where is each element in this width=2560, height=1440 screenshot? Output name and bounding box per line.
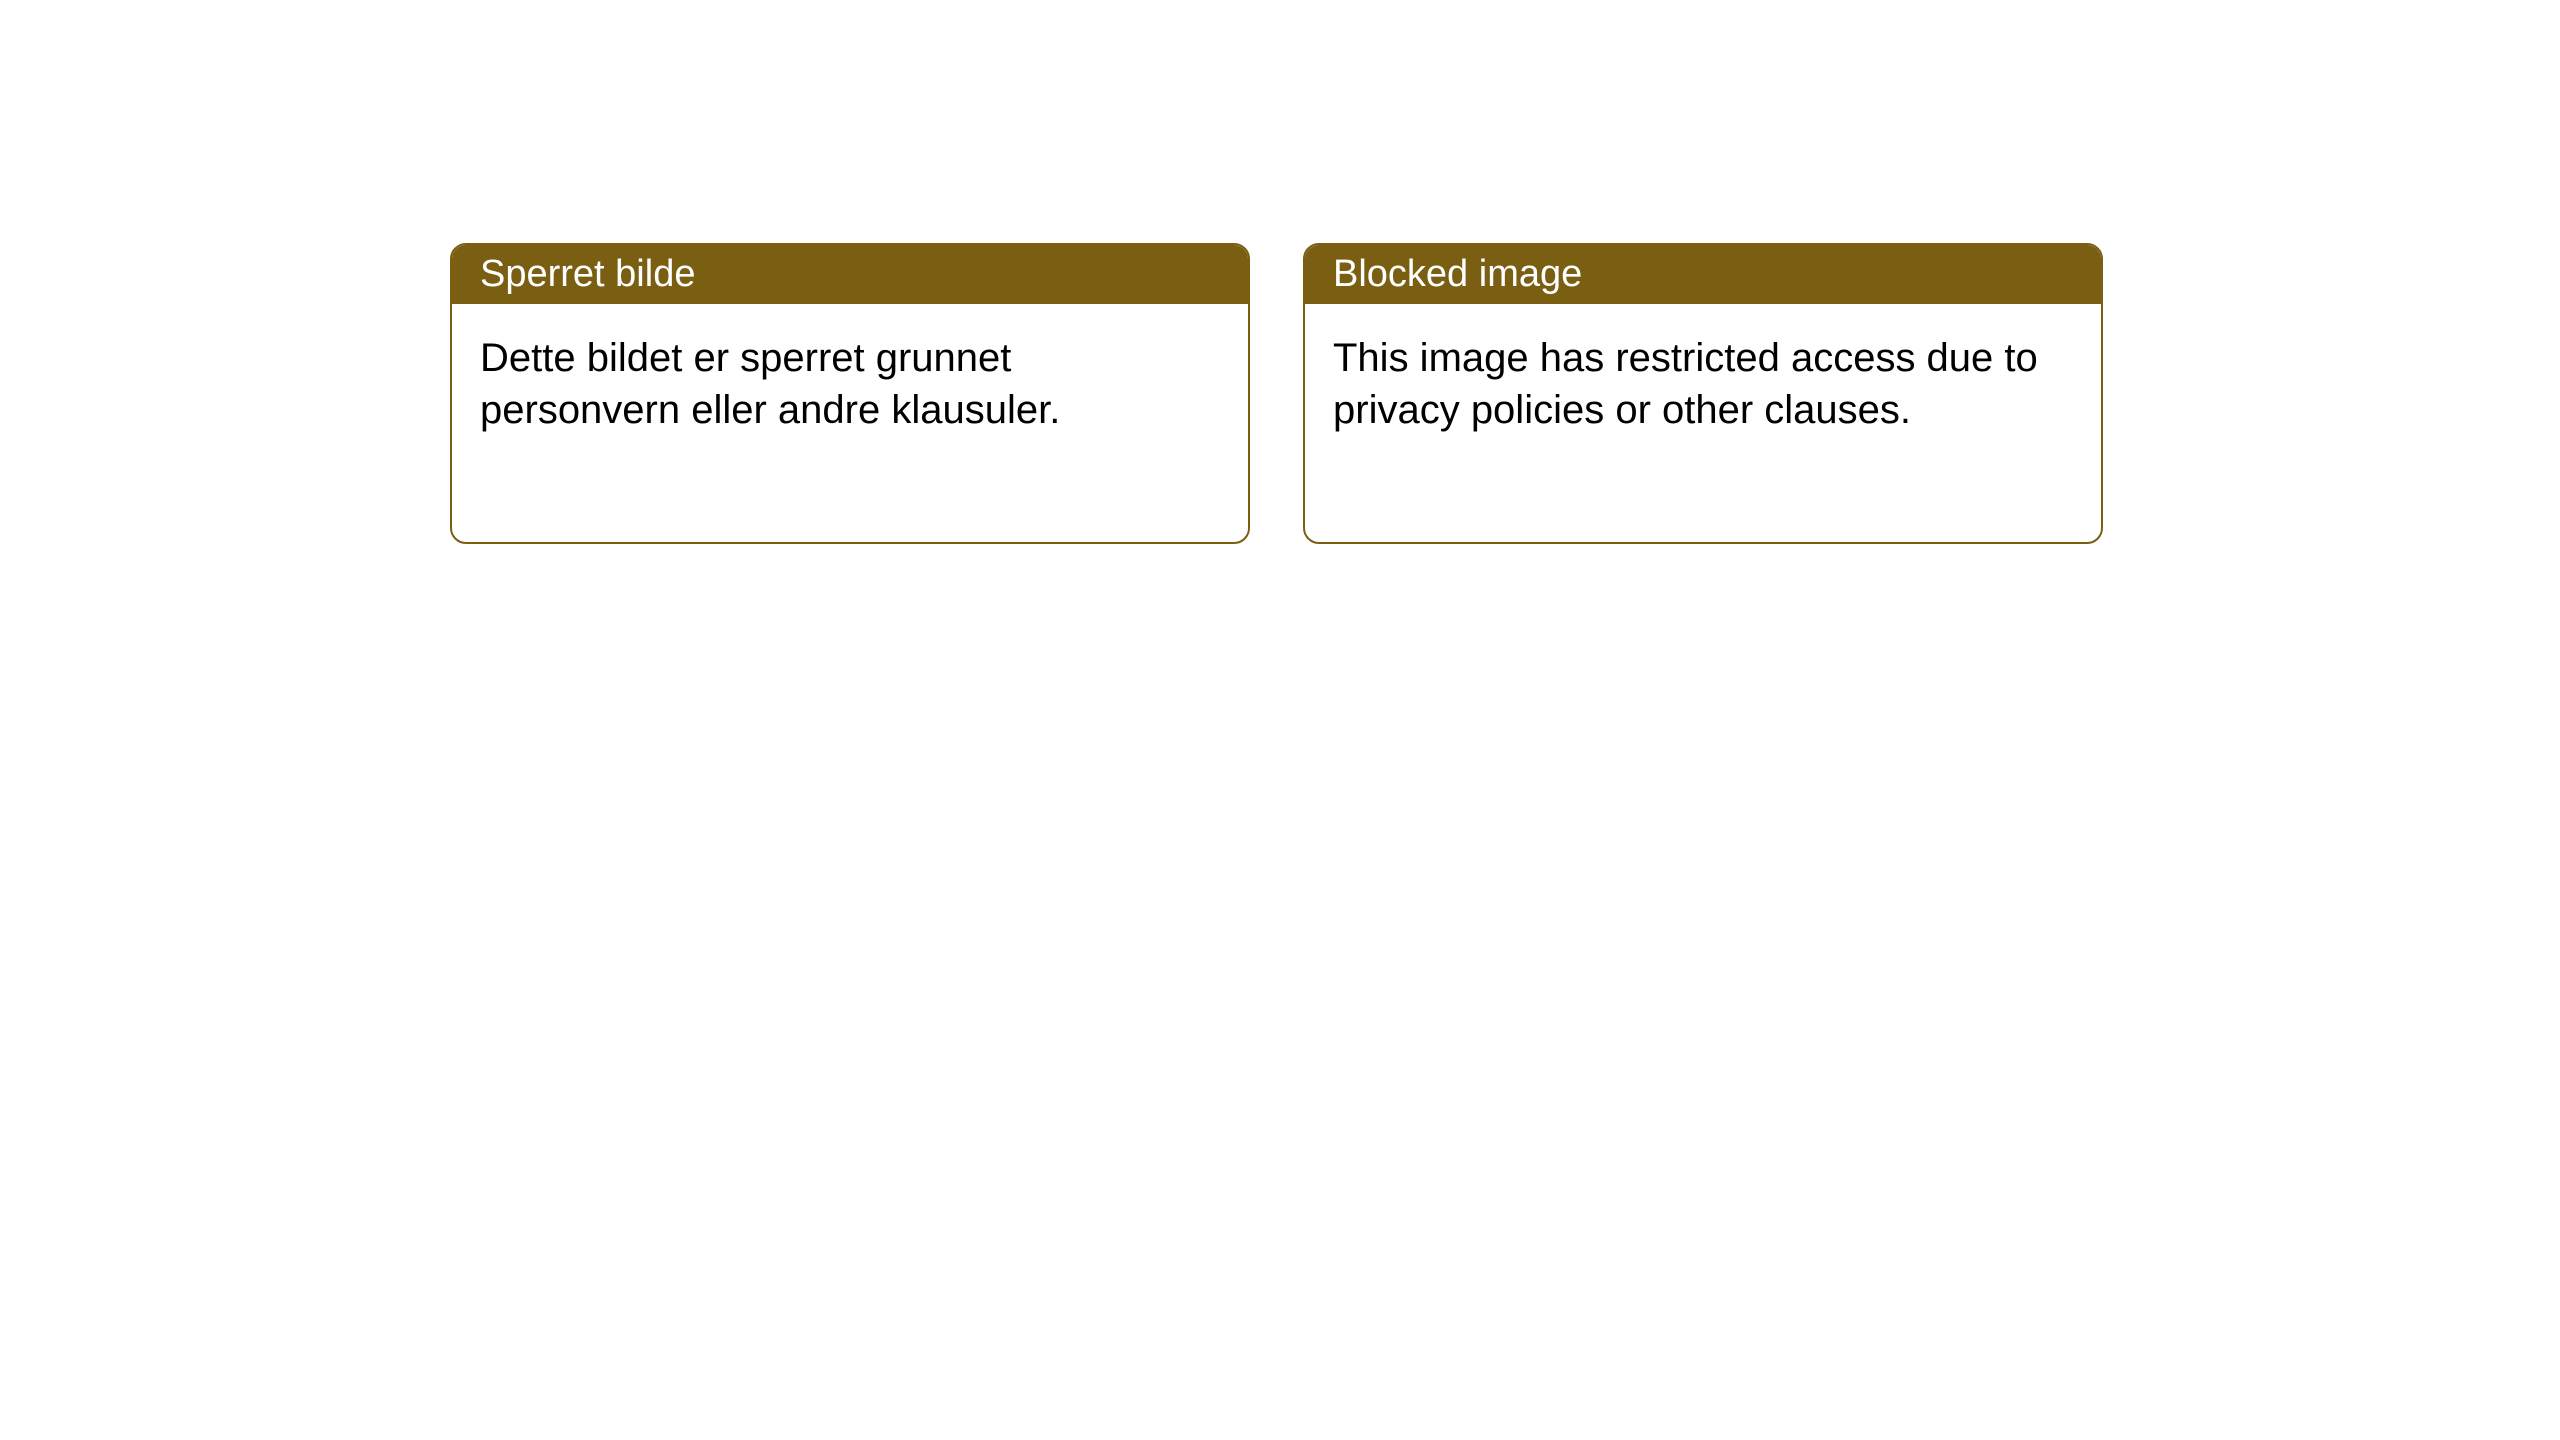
notice-body: This image has restricted access due to … (1305, 304, 2101, 542)
notice-card-norwegian: Sperret bilde Dette bildet er sperret gr… (450, 243, 1250, 544)
notice-body-text: Dette bildet er sperret grunnet personve… (480, 336, 1060, 432)
notice-body-text: This image has restricted access due to … (1333, 336, 2038, 432)
notice-container: Sperret bilde Dette bildet er sperret gr… (450, 243, 2103, 544)
notice-body: Dette bildet er sperret grunnet personve… (452, 304, 1248, 542)
notice-card-english: Blocked image This image has restricted … (1303, 243, 2103, 544)
notice-header: Sperret bilde (452, 245, 1248, 304)
notice-title: Blocked image (1333, 253, 1582, 295)
notice-header: Blocked image (1305, 245, 2101, 304)
notice-title: Sperret bilde (480, 253, 695, 295)
